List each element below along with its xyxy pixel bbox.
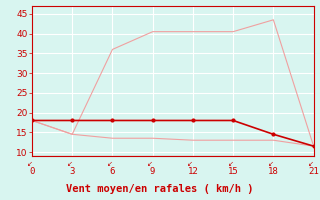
Text: ↙: ↙ bbox=[228, 161, 234, 167]
Text: Vent moyen/en rafales ( km/h ): Vent moyen/en rafales ( km/h ) bbox=[66, 184, 254, 194]
Text: 12: 12 bbox=[188, 168, 198, 176]
Text: ↙: ↙ bbox=[268, 161, 274, 167]
Text: 15: 15 bbox=[228, 168, 238, 176]
Text: ↙: ↙ bbox=[107, 161, 113, 167]
Text: 21: 21 bbox=[308, 168, 319, 176]
Text: ↙: ↙ bbox=[67, 161, 73, 167]
Text: 18: 18 bbox=[268, 168, 279, 176]
Text: 3: 3 bbox=[69, 168, 75, 176]
Text: 9: 9 bbox=[150, 168, 156, 176]
Text: 6: 6 bbox=[110, 168, 115, 176]
Text: ↙: ↙ bbox=[27, 161, 32, 167]
Text: ↙: ↙ bbox=[147, 161, 153, 167]
Text: ↙: ↙ bbox=[188, 161, 193, 167]
Text: 0: 0 bbox=[29, 168, 35, 176]
Text: ↙: ↙ bbox=[308, 161, 314, 167]
